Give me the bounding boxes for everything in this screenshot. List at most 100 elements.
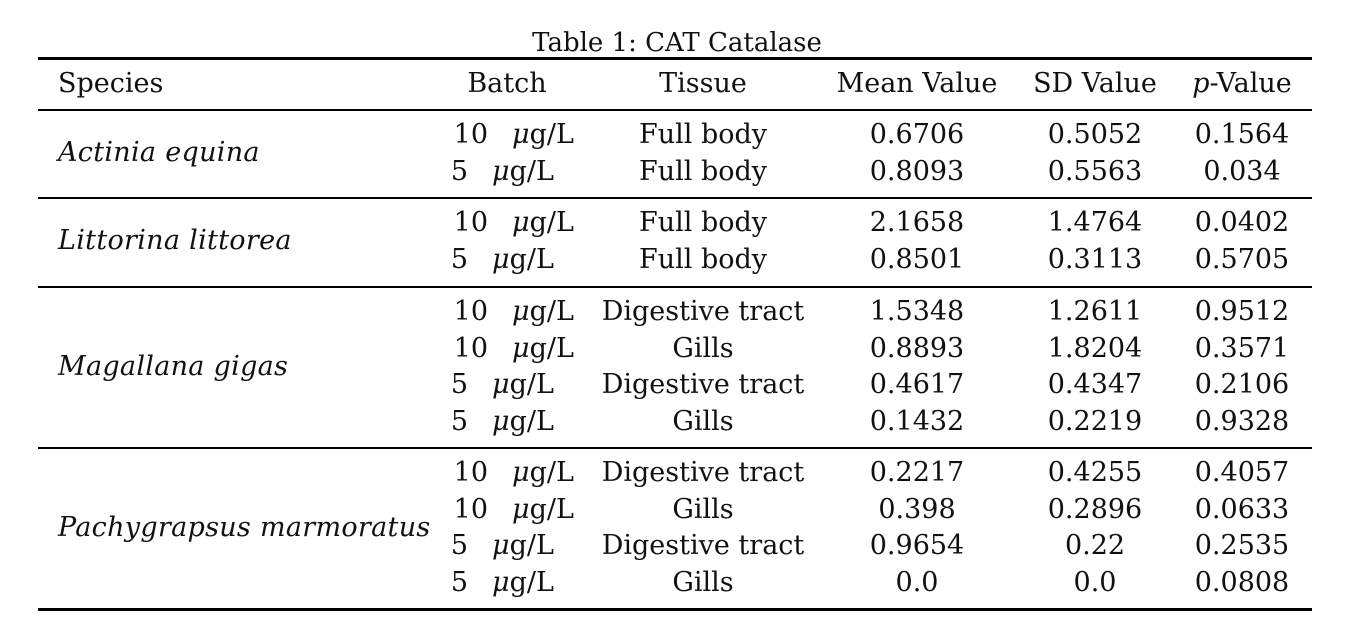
unit-rest: g/L: [509, 243, 554, 275]
batch-cell: 5 μg/L: [440, 405, 580, 439]
batch-dose: 10: [453, 119, 488, 150]
sd-value-cell: 0.3113: [1047, 243, 1143, 275]
tissue-cell: Full body: [638, 243, 768, 275]
batch-unit: μg/L: [492, 529, 554, 563]
mean-value-cell: 0.8501: [869, 243, 965, 275]
species-name: Magallana gigas: [58, 350, 289, 382]
batch-cell: 5 μg/L: [440, 566, 580, 600]
tissue-cell: Gills: [672, 405, 734, 437]
batch-dose: 10: [453, 332, 488, 364]
p-value-cell: 0.5705: [1194, 243, 1290, 275]
p-value-cell: 0.1564: [1194, 119, 1290, 150]
tissue-cell: Digestive tract: [601, 296, 805, 327]
batch-dose: 10: [453, 207, 488, 238]
mean-value-cell: 0.6706: [869, 119, 965, 150]
header-batch: Batch: [467, 68, 547, 99]
unit-rest: g/L: [509, 369, 554, 400]
header-p-prefix: p: [1192, 68, 1210, 99]
batch-unit: μg/L: [492, 243, 554, 277]
unit-mu: μ: [512, 119, 530, 150]
batch-unit: μg/L: [512, 118, 574, 152]
unit-mu: μ: [492, 243, 510, 275]
mean-value-cell: 0.2217: [869, 457, 965, 488]
batch-unit: μg/L: [492, 368, 554, 402]
unit-rest: g/L: [529, 493, 574, 525]
mean-value-cell: 0.4617: [869, 369, 965, 400]
sd-value-cell: 0.5563: [1047, 155, 1143, 187]
sd-value-cell: 0.2219: [1047, 405, 1143, 437]
unit-rest: g/L: [509, 566, 554, 598]
sd-value-cell: 1.8204: [1047, 332, 1143, 364]
species-name: Pachygrapsus marmoratus: [58, 511, 431, 543]
unit-mu: μ: [512, 296, 530, 327]
p-value-cell: 0.0808: [1194, 566, 1290, 598]
unit-rest: g/L: [509, 155, 554, 187]
p-value-cell: 0.034: [1203, 155, 1281, 187]
batch-cell: 5 μg/L: [440, 155, 580, 189]
batch-dose: 5: [450, 243, 468, 275]
sd-value-cell: 0.22: [1064, 530, 1126, 561]
batch-dose: 5: [450, 155, 468, 187]
sd-value-cell: 0.2896: [1047, 493, 1143, 525]
batch-cell: 10 μg/L: [440, 118, 580, 152]
p-value-cell: 0.2535: [1194, 530, 1290, 561]
unit-mu: μ: [512, 457, 530, 488]
sd-value-cell: 0.5052: [1047, 119, 1143, 150]
batch-dose: 10: [453, 457, 488, 488]
unit-mu: μ: [512, 207, 530, 238]
batch-cell: 10 μg/L: [440, 493, 580, 527]
p-value-cell: 0.0633: [1194, 493, 1290, 525]
header-tissue: Tissue: [659, 68, 747, 99]
tissue-cell: Gills: [672, 332, 734, 364]
unit-rest: g/L: [529, 207, 574, 238]
table-caption: Table 1: CAT Catalase: [532, 28, 822, 58]
batch-dose: 5: [450, 530, 468, 561]
unit-rest: g/L: [529, 457, 574, 488]
unit-mu: μ: [512, 493, 530, 525]
tissue-cell: Full body: [638, 119, 768, 150]
unit-rest: g/L: [509, 530, 554, 561]
batch-unit: μg/L: [512, 332, 574, 366]
mean-value-cell: 0.398: [878, 493, 956, 525]
p-value-cell: 0.4057: [1194, 457, 1290, 488]
p-value-cell: 0.9328: [1194, 405, 1290, 437]
batch-dose: 5: [450, 566, 468, 598]
tissue-cell: Digestive tract: [601, 530, 805, 561]
batch-cell: 10 μg/L: [440, 456, 580, 490]
species-name: Actinia equina: [58, 137, 260, 169]
batch-unit: μg/L: [492, 405, 554, 439]
header-rule: [38, 109, 1312, 111]
unit-mu: μ: [492, 530, 510, 561]
batch-cell: 5 μg/L: [440, 529, 580, 563]
mean-value-cell: 0.8893: [869, 332, 965, 364]
unit-mu: μ: [492, 405, 510, 437]
tissue-cell: Gills: [672, 566, 734, 598]
batch-cell: 5 μg/L: [440, 368, 580, 402]
mean-value-cell: 0.8093: [869, 155, 965, 187]
top-rule: [38, 57, 1312, 60]
header-species: Species: [58, 68, 164, 99]
header-p-value: p-Value: [1180, 67, 1304, 101]
batch-unit: μg/L: [512, 295, 574, 329]
tissue-cell: Full body: [638, 207, 768, 238]
unit-rest: g/L: [509, 405, 554, 437]
sd-value-cell: 1.4764: [1047, 207, 1143, 238]
p-value-cell: 0.9512: [1194, 296, 1290, 327]
p-value-cell: 0.3571: [1194, 332, 1290, 364]
mean-value-cell: 0.1432: [869, 405, 965, 437]
batch-unit: μg/L: [512, 456, 574, 490]
header-sd: SD Value: [1033, 68, 1157, 99]
p-value-cell: 0.0402: [1194, 207, 1290, 238]
mean-value-cell: 2.1658: [869, 207, 965, 238]
batch-unit: μg/L: [492, 155, 554, 189]
mean-value-cell: 0.9654: [869, 530, 965, 561]
mean-value-cell: 1.5348: [869, 296, 965, 327]
batch-dose: 5: [450, 369, 468, 400]
species-name: Littorina littorea: [58, 225, 292, 257]
bottom-rule: [38, 608, 1312, 611]
unit-mu: μ: [492, 566, 510, 598]
group-separator-rule: [38, 286, 1312, 288]
unit-rest: g/L: [529, 332, 574, 364]
batch-cell: 10 μg/L: [440, 206, 580, 240]
sd-value-cell: 0.0: [1073, 566, 1117, 598]
